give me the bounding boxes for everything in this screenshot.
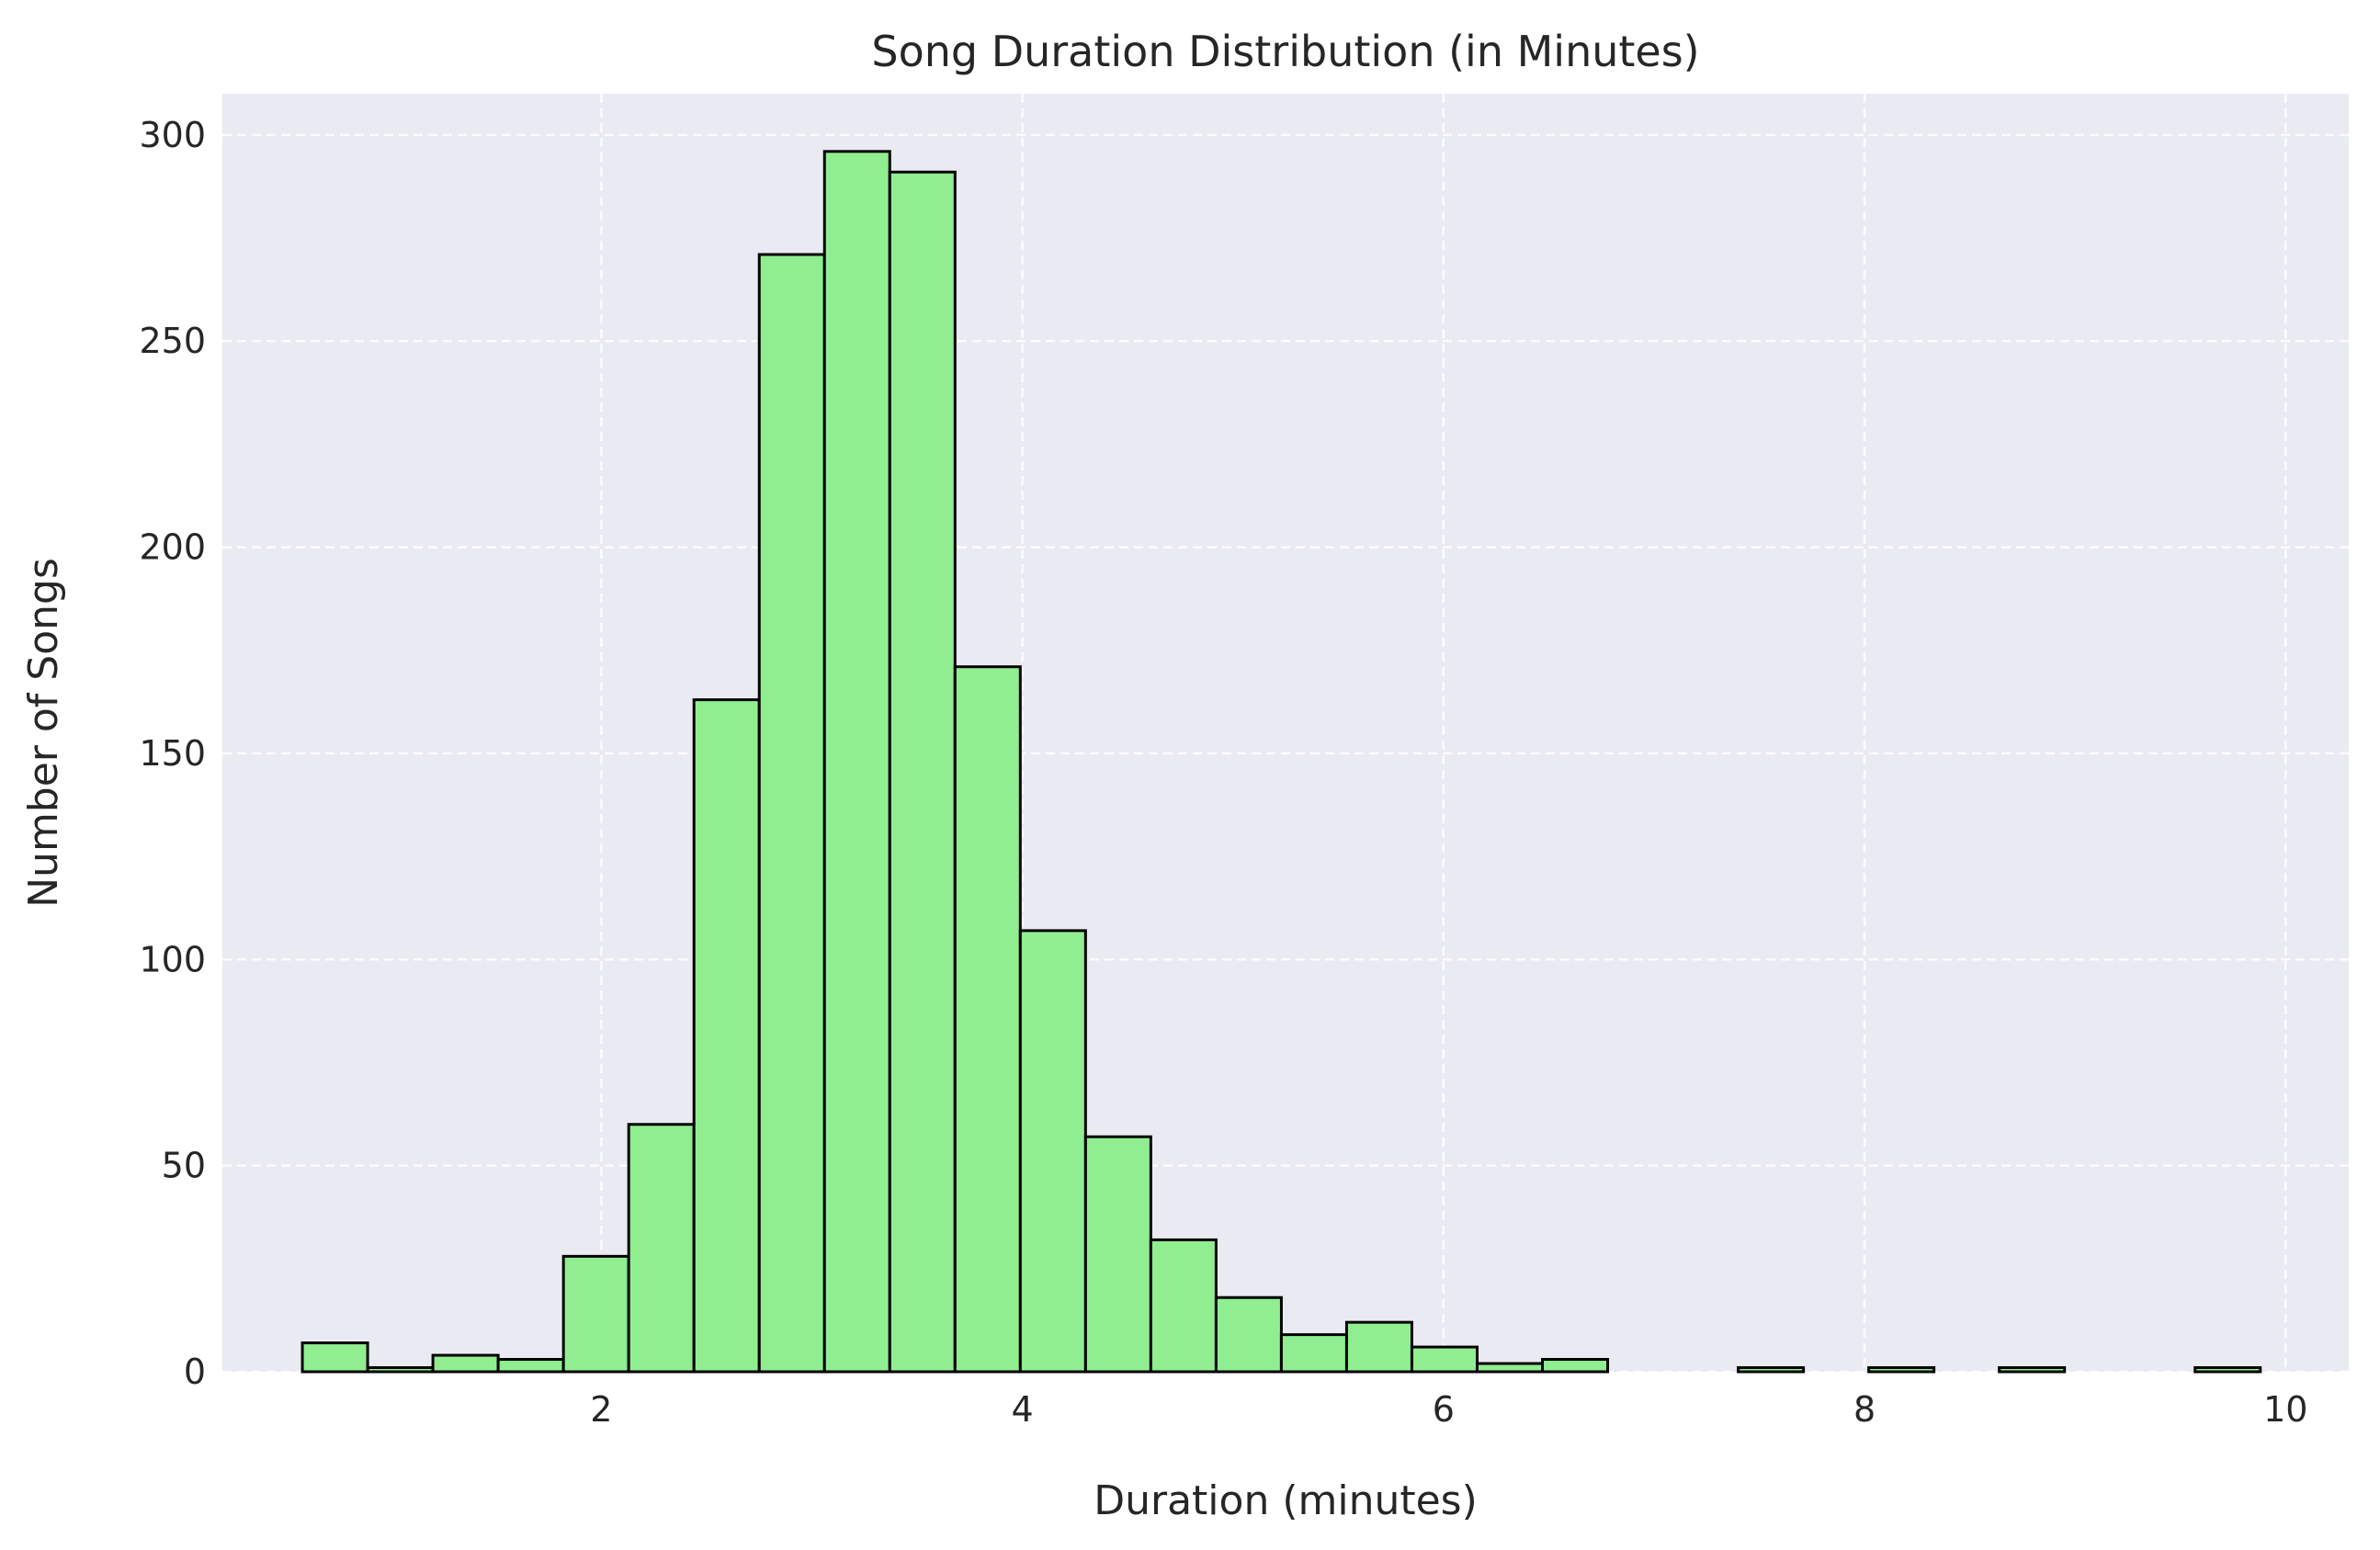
histogram-bar (496, 1358, 565, 1374)
chart-title: Song Duration Distribution (in Minutes) (871, 27, 1699, 76)
x-axis-label: Duration (minutes) (1094, 1477, 1478, 1524)
x-tick-label: 8 (1853, 1389, 1876, 1430)
histogram-bar (1410, 1345, 1479, 1374)
histogram-bar (1475, 1362, 1545, 1374)
histogram-bar (431, 1353, 500, 1374)
histogram-bar (1149, 1238, 1218, 1374)
histogram-bar (888, 170, 957, 1374)
histogram-bars (300, 150, 2262, 1374)
y-tick-label: 300 (139, 115, 206, 155)
grid-lines (222, 94, 2349, 1374)
y-tick-label: 50 (162, 1146, 206, 1186)
y-tick-label: 150 (139, 733, 206, 774)
histogram-bar (1083, 1135, 1152, 1374)
histogram-bar (2193, 1366, 2262, 1374)
histogram-bar (1344, 1320, 1413, 1374)
histogram-bar (366, 1366, 435, 1374)
histogram-bar (1541, 1358, 1610, 1374)
histogram-bar (300, 1341, 369, 1374)
x-tick-label: 6 (1433, 1389, 1455, 1430)
histogram-bar (757, 253, 826, 1374)
x-tick-label: 4 (1012, 1389, 1034, 1430)
x-tick-label: 2 (590, 1389, 612, 1430)
y-tick-label: 100 (139, 939, 206, 979)
histogram-bar (1018, 929, 1087, 1374)
y-tick-label: 0 (184, 1352, 206, 1392)
histogram-bar (1737, 1366, 1806, 1374)
x-tick-label: 10 (2263, 1389, 2307, 1430)
histogram-bar (627, 1123, 696, 1374)
y-tick-label: 250 (139, 321, 206, 361)
histogram-bar (1214, 1295, 1283, 1374)
histogram-bar (561, 1254, 630, 1374)
histogram-bar (1867, 1366, 1936, 1374)
y-axis-label: Number of Songs (20, 558, 67, 908)
histogram-bar (692, 698, 761, 1374)
histogram-bar (953, 665, 1022, 1374)
y-tick-label: 200 (139, 527, 206, 568)
histogram-bar (1998, 1366, 2067, 1374)
histogram-bar (1279, 1333, 1348, 1374)
histogram-bar (822, 150, 891, 1374)
plot-background (222, 94, 2349, 1372)
